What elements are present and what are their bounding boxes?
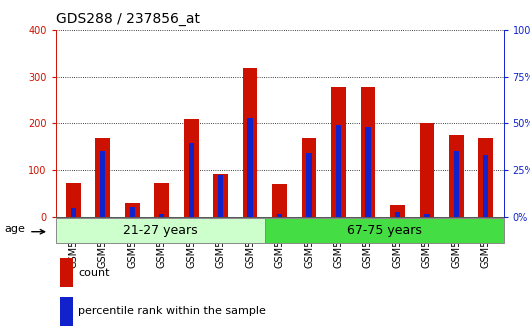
Bar bbox=[264, 218, 504, 243]
Bar bbox=[449, 135, 464, 217]
Text: 67-75 years: 67-75 years bbox=[347, 224, 421, 237]
Bar bbox=[56, 218, 264, 243]
Bar bbox=[184, 119, 199, 217]
Text: 21-27 years: 21-27 years bbox=[123, 224, 198, 237]
Bar bbox=[218, 175, 223, 217]
Bar bbox=[60, 258, 73, 287]
Bar bbox=[95, 138, 110, 217]
Bar bbox=[420, 124, 434, 217]
Bar bbox=[125, 203, 139, 217]
Bar bbox=[395, 212, 400, 217]
Bar bbox=[248, 118, 253, 217]
Bar bbox=[189, 143, 194, 217]
Bar bbox=[70, 208, 76, 217]
Text: age: age bbox=[4, 224, 25, 234]
Bar bbox=[130, 207, 135, 217]
Text: count: count bbox=[78, 267, 110, 278]
Bar bbox=[213, 174, 228, 217]
Bar bbox=[390, 205, 405, 217]
Text: GDS288 / 237856_at: GDS288 / 237856_at bbox=[56, 12, 200, 27]
Bar bbox=[483, 155, 489, 217]
Bar bbox=[100, 152, 105, 217]
Bar bbox=[272, 184, 287, 217]
Bar bbox=[336, 125, 341, 217]
Bar bbox=[60, 297, 73, 326]
Bar bbox=[454, 152, 459, 217]
Bar bbox=[159, 214, 164, 217]
Bar bbox=[331, 87, 346, 217]
Bar bbox=[302, 138, 316, 217]
Bar bbox=[424, 214, 429, 217]
Bar bbox=[154, 183, 169, 217]
Bar bbox=[277, 214, 282, 217]
Bar bbox=[243, 68, 258, 217]
Bar bbox=[479, 138, 493, 217]
Bar bbox=[365, 127, 370, 217]
Bar bbox=[306, 153, 312, 217]
Text: percentile rank within the sample: percentile rank within the sample bbox=[78, 306, 266, 317]
Bar bbox=[66, 183, 81, 217]
Bar bbox=[360, 87, 375, 217]
